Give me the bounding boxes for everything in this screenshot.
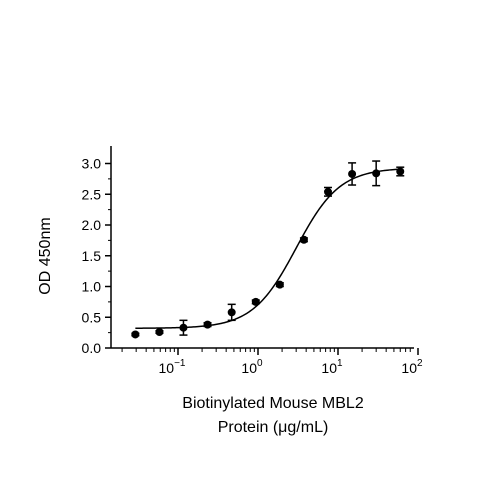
x-tick-label: 10−1 bbox=[159, 358, 186, 376]
data-point bbox=[203, 320, 212, 329]
data-point bbox=[396, 167, 405, 176]
y-tick-label: 1.0 bbox=[82, 279, 102, 295]
data-points bbox=[131, 160, 405, 339]
x-axis-title-line-1: Biotinylated Mouse MBL2 bbox=[182, 395, 364, 412]
data-point bbox=[251, 297, 260, 306]
data-point bbox=[275, 280, 284, 289]
data-point bbox=[131, 330, 140, 339]
data-point bbox=[324, 187, 333, 196]
y-axis-title: OD 450nm bbox=[37, 217, 54, 294]
x-axis-title-line-2: Protein (μg/mL) bbox=[218, 419, 329, 436]
data-point bbox=[299, 235, 308, 244]
y-tick-label: 2.5 bbox=[82, 186, 102, 202]
data-point bbox=[227, 308, 236, 317]
axes: 0.0 0.5 1.0 1.5 2.0 2.5 3.0 10−1 100 101 102 bbox=[82, 146, 423, 376]
y-tick-label: 2.0 bbox=[82, 217, 102, 233]
x-tick-label: 100 bbox=[241, 358, 263, 376]
fit-curve bbox=[135, 168, 401, 329]
x-tick-label: 101 bbox=[321, 358, 343, 376]
data-point bbox=[179, 323, 188, 332]
fit-curve-group bbox=[135, 168, 401, 329]
y-tick-label: 0.0 bbox=[82, 340, 102, 356]
y-tick-label: 0.5 bbox=[82, 309, 102, 325]
data-point bbox=[372, 169, 381, 178]
x-tick-label: 102 bbox=[401, 358, 423, 376]
y-tick-label: 3.0 bbox=[82, 156, 102, 172]
data-point bbox=[348, 169, 357, 178]
y-tick-label: 1.5 bbox=[82, 248, 102, 264]
data-point bbox=[155, 328, 164, 337]
